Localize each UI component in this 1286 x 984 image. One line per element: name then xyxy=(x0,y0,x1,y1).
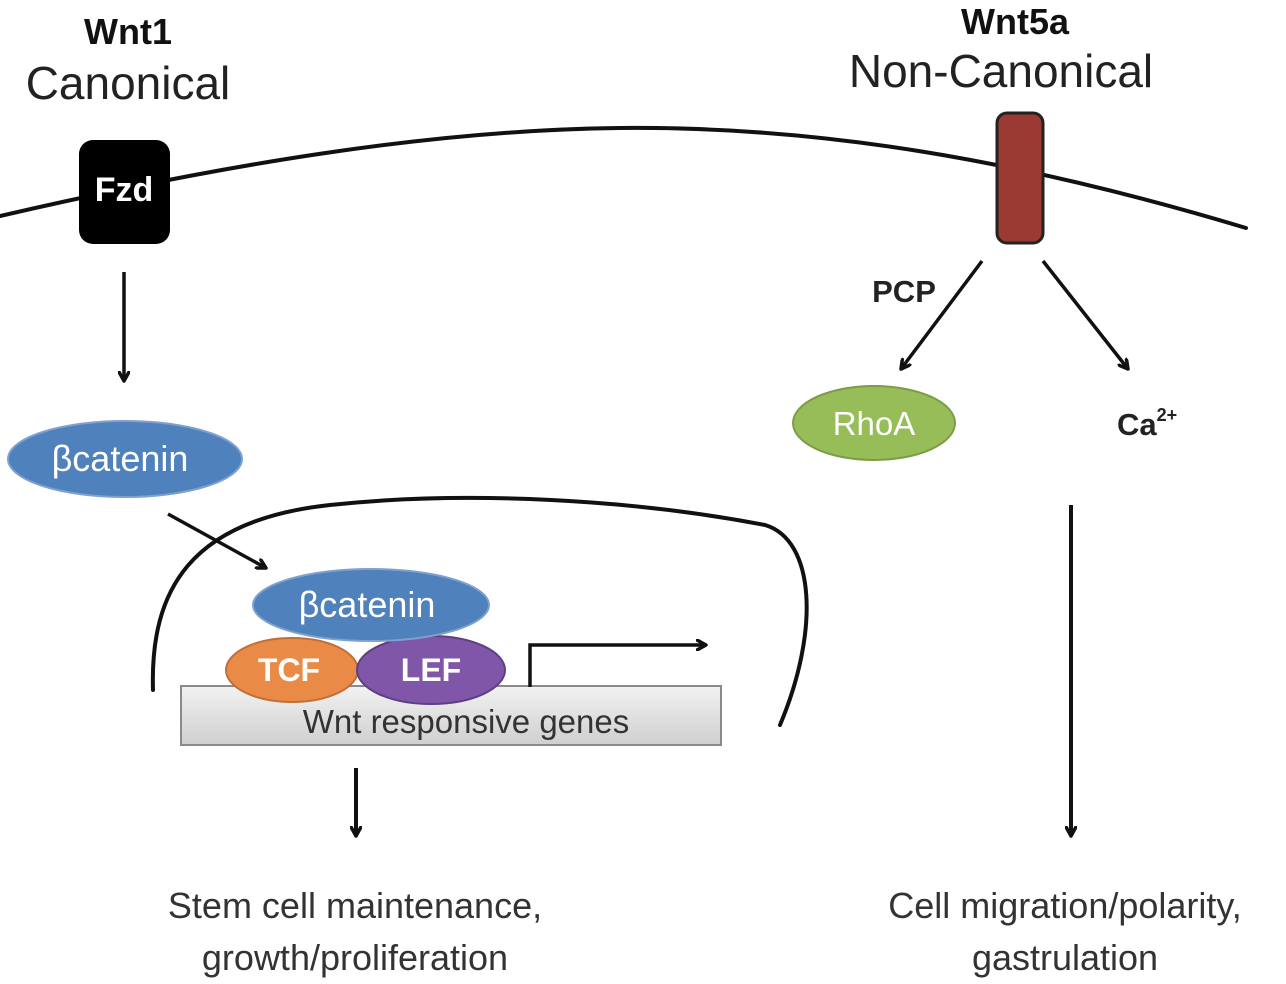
canonical-outcome-line-2: growth/proliferation xyxy=(201,937,509,979)
lef-label: LEF xyxy=(401,652,461,688)
non-canonical-outcome-line-2: gastrulation xyxy=(971,937,1159,979)
wnt-responsive-genes-label: Wnt responsive genes xyxy=(303,703,630,740)
canonical-label: Canonical xyxy=(25,57,231,109)
cell-membrane xyxy=(0,125,1248,230)
nuclear-beta-catenin: βcatenin xyxy=(252,568,490,642)
non-canonical-label: Non-Canonical xyxy=(848,45,1154,97)
transcription-start-arrow-icon xyxy=(528,645,706,687)
svg-text:Ca2+: Ca2+ xyxy=(1117,405,1177,442)
arrow-icon xyxy=(901,259,984,369)
cytoplasmic-beta-catenin-label: βcatenin xyxy=(52,438,189,479)
cytoplasmic-beta-catenin: βcatenin xyxy=(7,420,243,498)
wnt5a-receptor xyxy=(995,111,1045,245)
tcf-label: TCF xyxy=(258,652,320,688)
fzd-receptor: Fzd xyxy=(79,140,170,244)
tcf-factor: TCF xyxy=(225,637,359,703)
lef-factor: LEF xyxy=(356,635,506,705)
nuclear-beta-catenin-label: βcatenin xyxy=(299,584,436,625)
nucleus-envelope xyxy=(150,495,809,727)
calcium-ion-label: Ca2+ xyxy=(1117,405,1177,442)
fzd-label: Fzd xyxy=(95,171,154,209)
calcium-charge-label: 2+ xyxy=(1157,405,1178,425)
canonical-outcome-line-1: Stem cell maintenance, xyxy=(167,885,543,926)
nuclear-complex: TCF LEF βcatenin xyxy=(225,568,506,705)
rhoa-protein: RhoA xyxy=(792,385,956,461)
arrow-icon xyxy=(167,512,266,568)
pcp-label: PCP xyxy=(872,274,936,309)
calcium-label: Ca xyxy=(1117,407,1157,442)
wnt1-label: Wnt1 xyxy=(84,11,172,52)
wnt5a-label: Wnt5a xyxy=(961,1,1069,42)
non-canonical-outcome-line-1: Cell migration/polarity, xyxy=(888,885,1242,926)
canonical-outcome: Stem cell maintenance, growth/proliferat… xyxy=(120,880,590,984)
arrow-icon xyxy=(1041,259,1128,369)
non-canonical-outcome: Cell migration/polarity, gastrulation xyxy=(850,880,1280,984)
rhoa-label: RhoA xyxy=(833,405,916,442)
